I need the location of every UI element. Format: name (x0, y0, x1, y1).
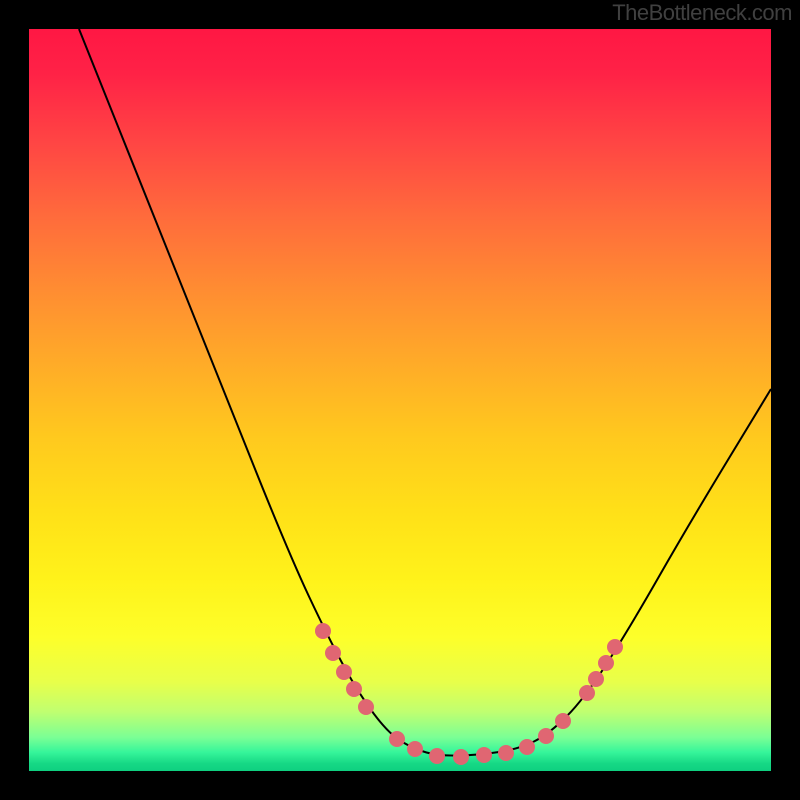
plot-area (29, 29, 771, 771)
data-marker (477, 748, 492, 763)
data-marker (430, 749, 445, 764)
data-marker (520, 740, 535, 755)
data-marker (359, 700, 374, 715)
data-marker (326, 646, 341, 661)
data-markers (316, 624, 623, 765)
data-marker (337, 665, 352, 680)
attribution-text: TheBottleneck.com (612, 0, 792, 26)
curve-layer (29, 29, 771, 771)
data-marker (499, 746, 514, 761)
data-marker (347, 682, 362, 697)
data-marker (556, 714, 571, 729)
data-marker (580, 686, 595, 701)
data-marker (539, 729, 554, 744)
chart-canvas: TheBottleneck.com (0, 0, 800, 800)
data-marker (608, 640, 623, 655)
data-marker (454, 750, 469, 765)
data-marker (316, 624, 331, 639)
data-marker (390, 732, 405, 747)
data-marker (408, 742, 423, 757)
bottleneck-curve (79, 29, 771, 756)
data-marker (599, 656, 614, 671)
data-marker (589, 672, 604, 687)
